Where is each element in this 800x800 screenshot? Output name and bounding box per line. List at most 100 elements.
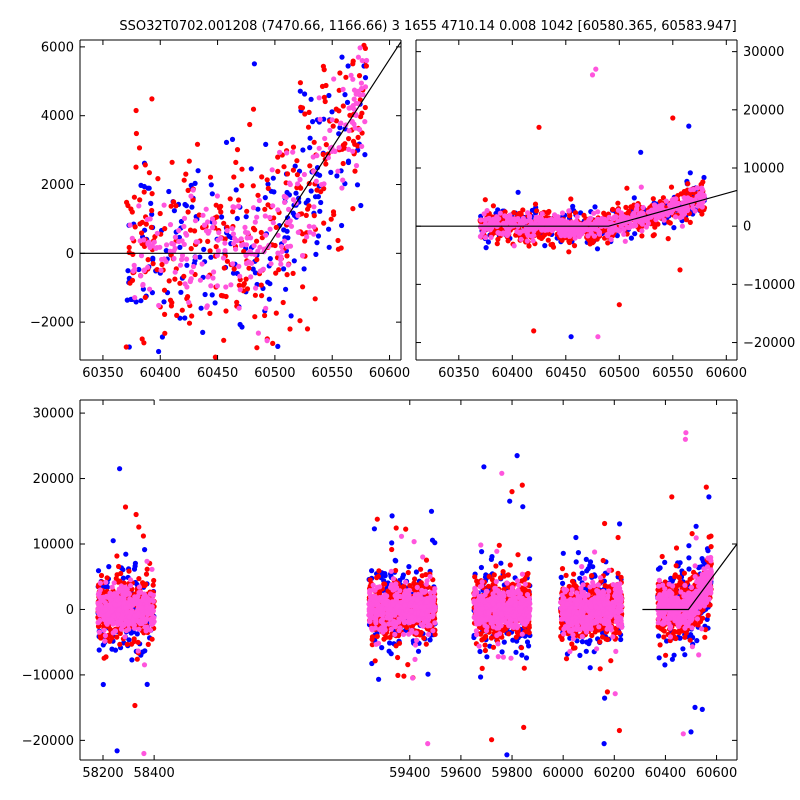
data-point [663, 198, 669, 204]
data-point [337, 120, 343, 127]
data-point [266, 296, 272, 302]
data-point [532, 201, 539, 207]
data-point [527, 556, 533, 562]
data-point [359, 58, 365, 64]
data-point [307, 163, 313, 169]
data-point [138, 298, 144, 304]
data-point [613, 630, 619, 636]
data-point [288, 573, 293, 578]
data-point [307, 145, 313, 151]
data-point [570, 203, 576, 209]
y-tick-label: 6000 [41, 40, 74, 55]
data-point [533, 225, 539, 231]
data-point [515, 189, 521, 195]
data-point [595, 209, 601, 215]
data-point [568, 196, 574, 202]
data-point [385, 588, 391, 594]
data-point [549, 241, 556, 247]
data-point [319, 83, 326, 89]
x-tick-label: 60350 [82, 366, 123, 381]
data-point [124, 641, 130, 647]
data-point [147, 286, 153, 292]
data-point [124, 297, 130, 303]
data-point [563, 656, 570, 662]
data-point [214, 214, 220, 220]
data-point [168, 303, 174, 309]
data-point [231, 174, 237, 180]
data-point [322, 135, 328, 142]
data-point [133, 107, 139, 114]
data-point [609, 226, 616, 232]
data-point [472, 574, 478, 580]
data-point [585, 227, 591, 233]
data-point [482, 235, 489, 241]
data-point [167, 248, 173, 254]
data-point [221, 265, 227, 271]
data-point [143, 221, 149, 227]
data-point [273, 224, 279, 230]
data-point [308, 188, 314, 194]
data-point [315, 194, 321, 200]
data-point [650, 233, 656, 239]
data-point [337, 70, 343, 76]
data-point [290, 270, 296, 276]
data-point [501, 639, 507, 645]
data-point [353, 91, 359, 97]
data-point [640, 204, 646, 211]
data-point [478, 564, 484, 571]
data-point [255, 330, 261, 336]
data-point [505, 228, 511, 234]
data-point [164, 242, 170, 248]
data-point [351, 87, 358, 93]
data-point [670, 199, 676, 206]
data-point [107, 626, 113, 633]
data-point [670, 115, 676, 121]
data-point [181, 223, 187, 230]
data-point [483, 245, 489, 251]
data-point [412, 576, 418, 582]
data-point [188, 246, 194, 252]
data-point [283, 286, 289, 292]
data-point [517, 218, 523, 224]
data-point [575, 550, 582, 556]
data-point [234, 147, 241, 153]
data-point [267, 214, 273, 221]
top-left-panel: 60350 60400 60450 60500 60550 60600−200002000… [30, 39, 410, 578]
data-point [104, 575, 110, 581]
data-point [161, 287, 168, 293]
data-point [203, 206, 209, 212]
data-point [310, 119, 316, 125]
data-point [362, 84, 369, 90]
data-point [517, 229, 524, 235]
data-point [173, 203, 179, 209]
data-point [488, 234, 494, 240]
data-point [248, 166, 254, 172]
data-point [238, 242, 245, 248]
data-point [566, 249, 572, 255]
data-point [129, 235, 135, 241]
data-point [140, 281, 146, 288]
data-point [106, 564, 112, 570]
data-point [145, 641, 151, 648]
data-point [278, 261, 284, 267]
data-point [167, 222, 174, 228]
data-point [326, 226, 332, 232]
data-point [336, 87, 342, 93]
data-point [166, 188, 172, 195]
data-point [331, 212, 337, 218]
data-point [223, 308, 229, 314]
data-point [230, 270, 237, 276]
data-point [604, 636, 611, 643]
data-point [186, 320, 193, 326]
data-point [177, 280, 183, 286]
data-point [280, 299, 286, 306]
data-point [239, 183, 245, 189]
data-point [200, 212, 206, 218]
data-point [379, 645, 385, 651]
data-point [200, 329, 206, 335]
data-point [351, 96, 357, 102]
data-point [246, 265, 252, 271]
data-point [218, 292, 224, 299]
y-tick-label: 30000 [743, 45, 784, 60]
data-point [559, 566, 566, 572]
